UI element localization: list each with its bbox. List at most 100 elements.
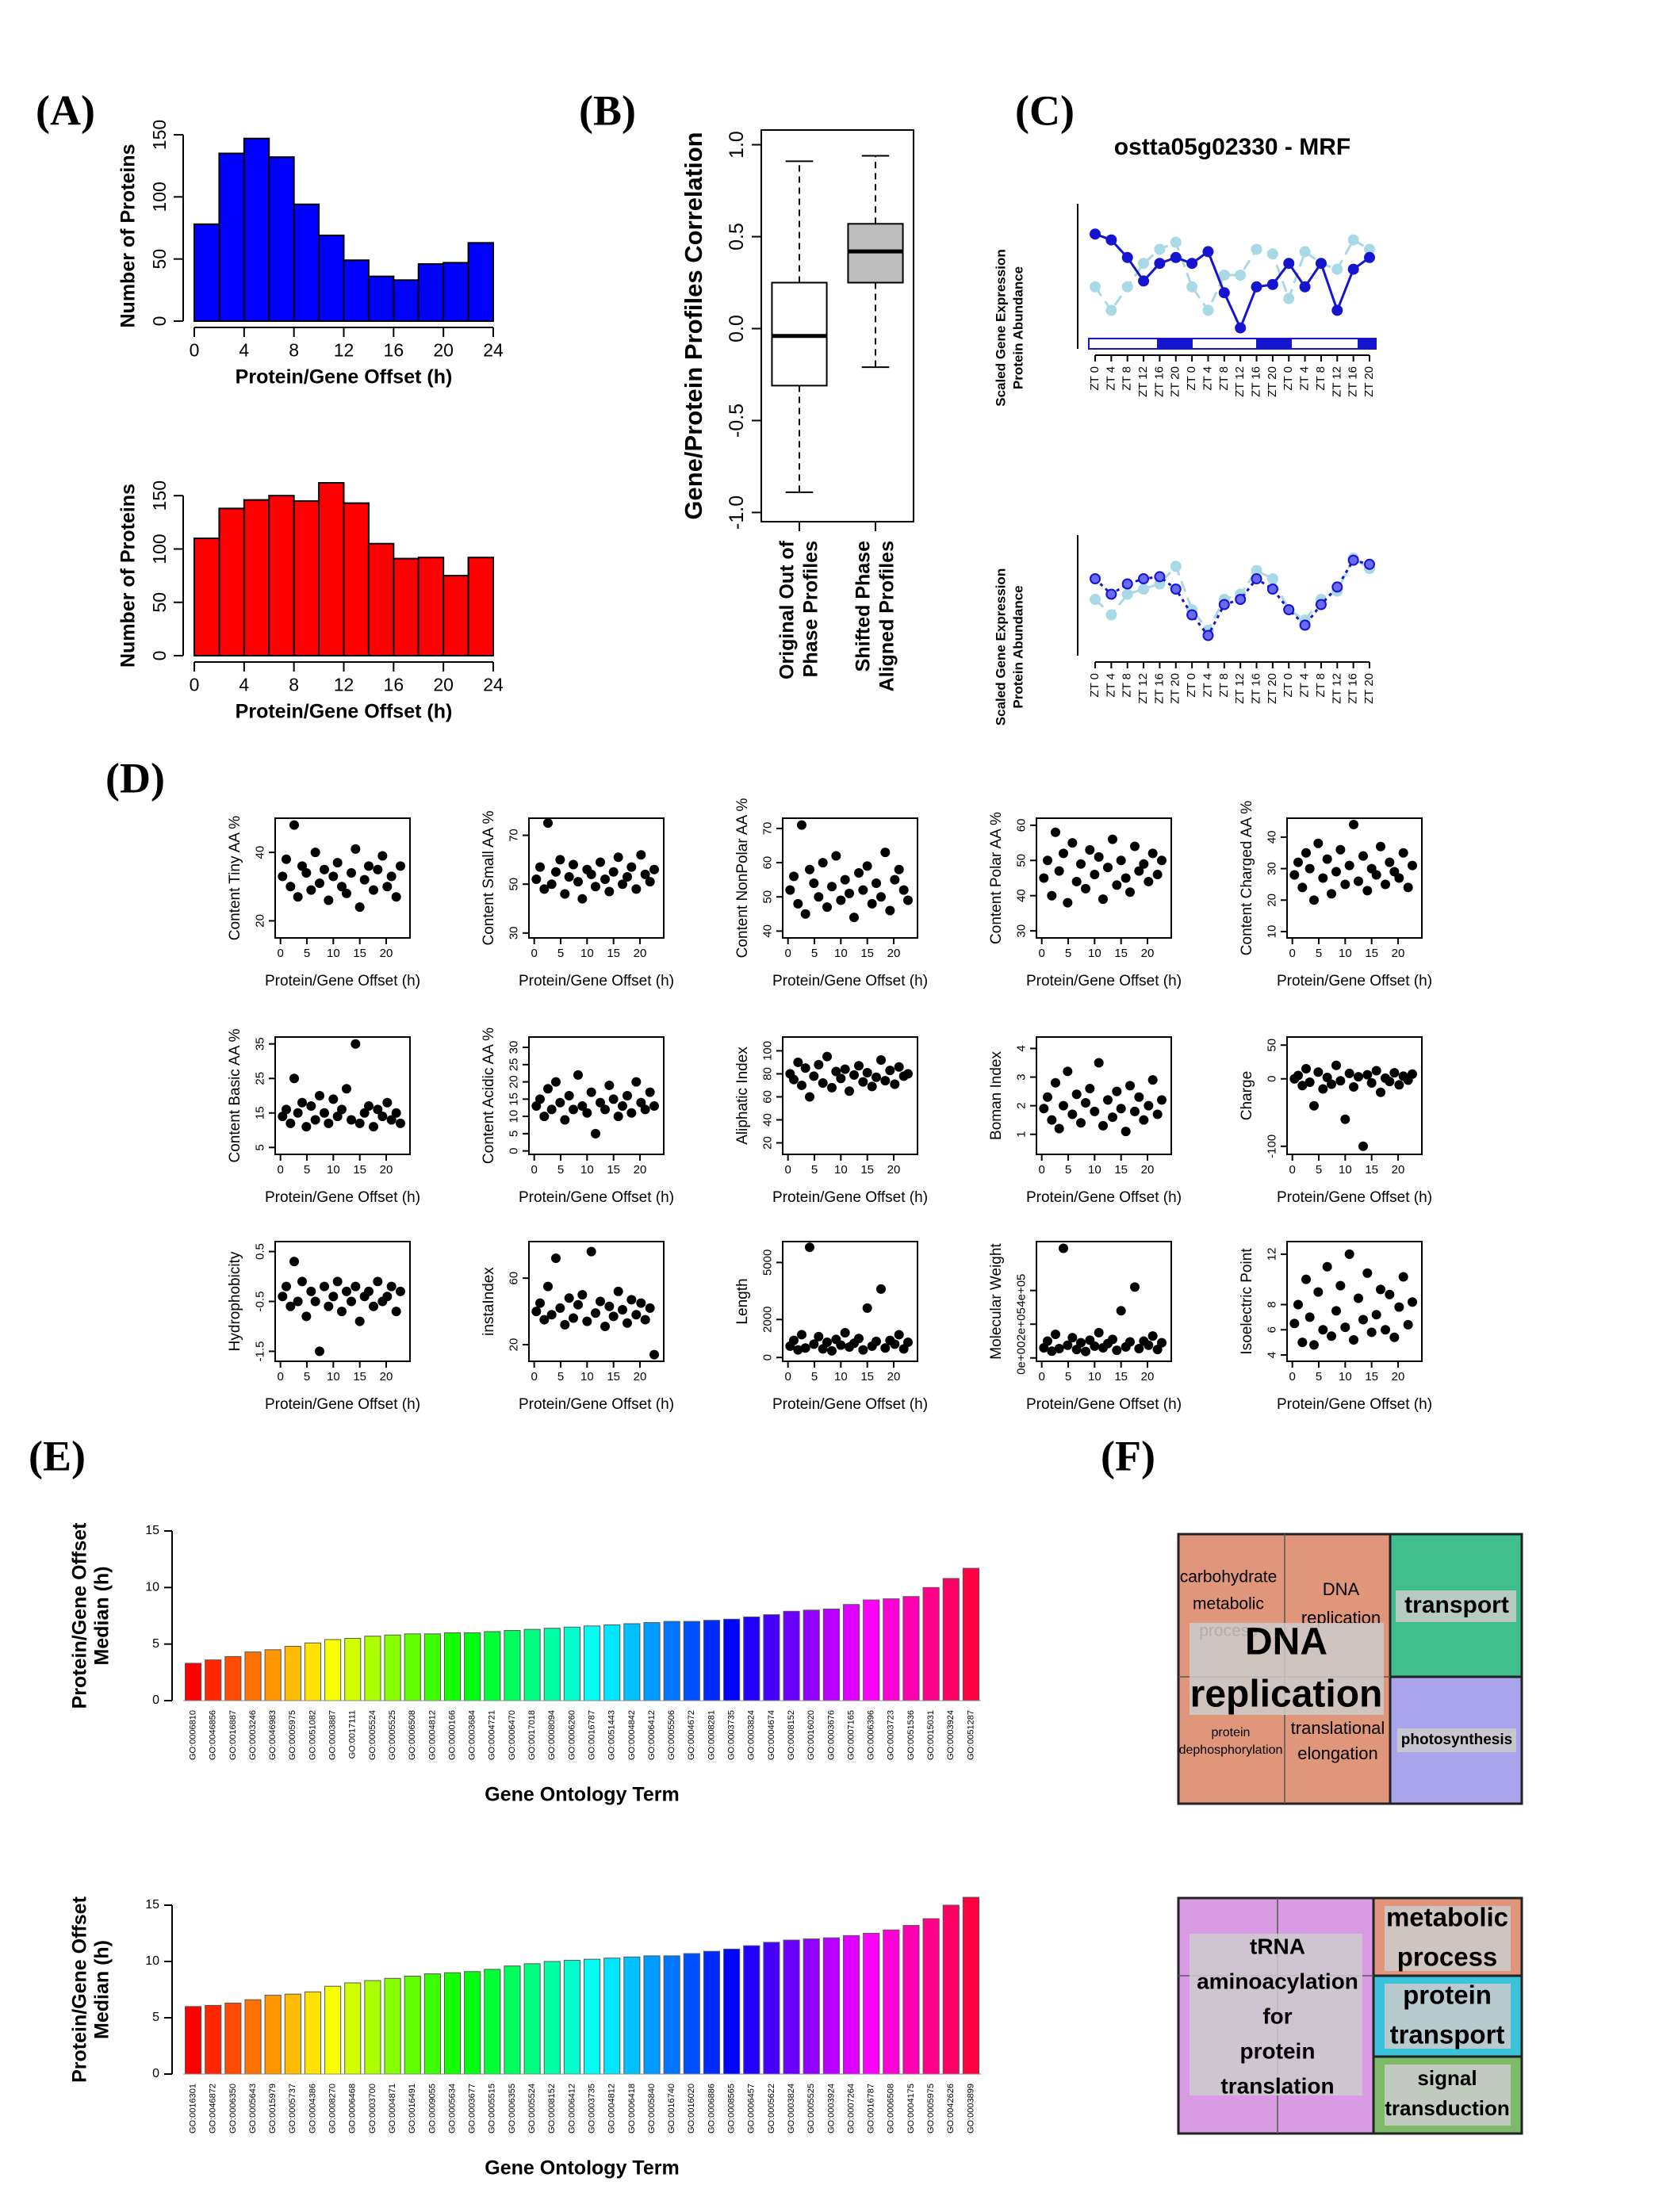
point bbox=[1076, 1338, 1086, 1348]
bar bbox=[224, 1655, 242, 1701]
x-tick-label: ZT 12 bbox=[1136, 366, 1150, 397]
bar bbox=[563, 1626, 580, 1701]
point bbox=[1081, 883, 1090, 894]
point bbox=[373, 1104, 383, 1115]
bar bbox=[863, 1599, 880, 1701]
point bbox=[1039, 873, 1049, 883]
point bbox=[827, 1082, 837, 1093]
y-tick-label: 50 bbox=[760, 890, 774, 904]
point bbox=[600, 1104, 610, 1115]
point bbox=[1366, 1077, 1377, 1088]
y-tick-label: 0 bbox=[760, 1354, 774, 1360]
point bbox=[1347, 554, 1359, 566]
x-tick-label: 15 bbox=[1365, 1370, 1378, 1383]
point bbox=[1408, 1069, 1417, 1079]
x-tick-label: GO:0004812 bbox=[427, 1710, 437, 1760]
treemap-label: transduction bbox=[1385, 2096, 1509, 2120]
bar bbox=[523, 1963, 541, 2075]
point bbox=[862, 1303, 872, 1313]
point bbox=[535, 862, 545, 872]
point bbox=[1340, 1114, 1350, 1124]
point bbox=[285, 1118, 296, 1128]
point bbox=[649, 1349, 659, 1360]
point bbox=[324, 895, 334, 905]
x-tick-label: GO:0008270 bbox=[328, 2084, 338, 2134]
point bbox=[531, 1307, 542, 1317]
x-tick-label: 4 bbox=[239, 674, 249, 695]
point bbox=[391, 1307, 401, 1317]
x-tick-label: GO:0008565 bbox=[727, 2084, 737, 2134]
point bbox=[369, 885, 378, 895]
point bbox=[320, 1108, 329, 1118]
x-tick-label: 15 bbox=[860, 1370, 874, 1383]
bar bbox=[243, 499, 270, 657]
y-tick-label: 60 bbox=[760, 856, 774, 870]
point bbox=[872, 1072, 881, 1082]
point bbox=[1313, 838, 1324, 848]
bar bbox=[218, 152, 245, 322]
panel-label: (C) bbox=[1015, 86, 1075, 134]
point bbox=[845, 888, 854, 898]
x-tick-label: GO:0006886 bbox=[707, 2084, 716, 2134]
point bbox=[1349, 1081, 1358, 1092]
y-tick-label: 40 bbox=[1265, 830, 1278, 844]
x-tick-label: 15 bbox=[607, 947, 620, 960]
point bbox=[564, 1293, 574, 1303]
point bbox=[1138, 258, 1150, 270]
x-axis-label: Protein/Gene Offset (h) bbox=[772, 973, 928, 989]
point bbox=[351, 1039, 361, 1049]
point bbox=[1103, 863, 1113, 873]
x-axis-label: Protein/Gene Offset (h) bbox=[519, 973, 674, 989]
point bbox=[555, 855, 565, 865]
point bbox=[1157, 855, 1167, 866]
y-tick-label: 0 bbox=[149, 316, 170, 327]
point bbox=[1121, 281, 1133, 293]
y-tick-label: 0e+00 bbox=[1014, 1341, 1028, 1375]
bar bbox=[284, 1993, 301, 2075]
point bbox=[880, 1343, 891, 1353]
y-tick-label: 3 bbox=[1014, 1073, 1028, 1080]
point bbox=[293, 1108, 303, 1118]
point bbox=[1283, 604, 1295, 615]
y-tick-label: 0.0 bbox=[726, 315, 748, 343]
bar bbox=[423, 1633, 441, 1701]
point bbox=[1299, 281, 1311, 293]
point bbox=[876, 1055, 886, 1066]
bar bbox=[193, 538, 220, 656]
point bbox=[328, 1292, 339, 1302]
point bbox=[1266, 248, 1278, 260]
point bbox=[1134, 1344, 1144, 1354]
x-tick-label: 20 bbox=[887, 1163, 901, 1177]
y-tick-label: 100 bbox=[149, 182, 170, 212]
y-axis-label: Charge bbox=[1239, 1071, 1255, 1120]
bar bbox=[643, 1622, 661, 1701]
y-tick-label: 60 bbox=[1014, 819, 1028, 832]
x-tick-label: GO:0003824 bbox=[747, 1710, 757, 1760]
y-axis-label: Content Tiny AA % bbox=[227, 816, 243, 940]
point bbox=[1186, 281, 1198, 293]
point bbox=[1218, 287, 1230, 299]
point bbox=[1251, 573, 1262, 584]
panel-label: (D) bbox=[105, 754, 165, 802]
x-axis-label: Protein/Gene Offset (h) bbox=[1026, 1396, 1182, 1413]
treemap-label: elongation bbox=[1297, 1743, 1378, 1763]
point bbox=[301, 1122, 312, 1132]
point bbox=[337, 1104, 347, 1115]
x-tick-label: ZT 16 bbox=[1249, 366, 1262, 397]
bar bbox=[683, 1953, 700, 2075]
bar bbox=[683, 1621, 700, 1701]
panel-label: (B) bbox=[579, 86, 636, 134]
x-tick-label: 0 bbox=[784, 947, 791, 960]
point bbox=[282, 1104, 291, 1115]
point bbox=[793, 1345, 803, 1355]
point bbox=[282, 854, 291, 864]
x-tick-label: GO:0003924 bbox=[946, 1710, 956, 1760]
point bbox=[604, 1080, 615, 1090]
point bbox=[1154, 258, 1166, 270]
bar bbox=[367, 275, 395, 323]
x-tick-label: ZT 8 bbox=[1121, 366, 1134, 391]
bar bbox=[643, 1955, 661, 2075]
x-tick-label: GO:0003677 bbox=[468, 2084, 477, 2134]
point bbox=[789, 1074, 799, 1085]
point bbox=[577, 1101, 588, 1112]
